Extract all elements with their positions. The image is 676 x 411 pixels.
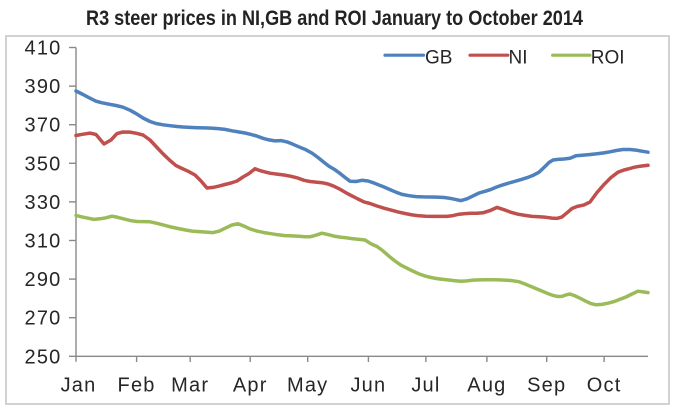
svg-text:Aug: Aug [467, 375, 506, 397]
svg-text:290: 290 [25, 269, 62, 291]
svg-text:330: 330 [25, 192, 62, 214]
svg-text:250: 250 [25, 346, 62, 368]
svg-text:370: 370 [25, 115, 62, 137]
svg-text:270: 270 [25, 308, 62, 330]
svg-text:Mar: Mar [171, 375, 209, 397]
svg-text:May: May [287, 375, 328, 397]
svg-text:Feb: Feb [118, 375, 156, 397]
svg-text:Apr: Apr [233, 375, 268, 397]
svg-text:350: 350 [25, 153, 62, 175]
svg-text:ROI: ROI [591, 47, 625, 68]
svg-text:Sep: Sep [527, 375, 566, 397]
svg-text:390: 390 [25, 76, 62, 98]
svg-text:410: 410 [25, 38, 62, 60]
svg-text:Oct: Oct [587, 375, 622, 397]
svg-text:Jun: Jun [350, 375, 386, 397]
svg-text:NI: NI [509, 47, 528, 68]
svg-text:Jul: Jul [411, 375, 440, 397]
svg-text:GB: GB [425, 47, 452, 68]
svg-text:310: 310 [25, 231, 62, 253]
svg-text:Jan: Jan [61, 375, 97, 397]
